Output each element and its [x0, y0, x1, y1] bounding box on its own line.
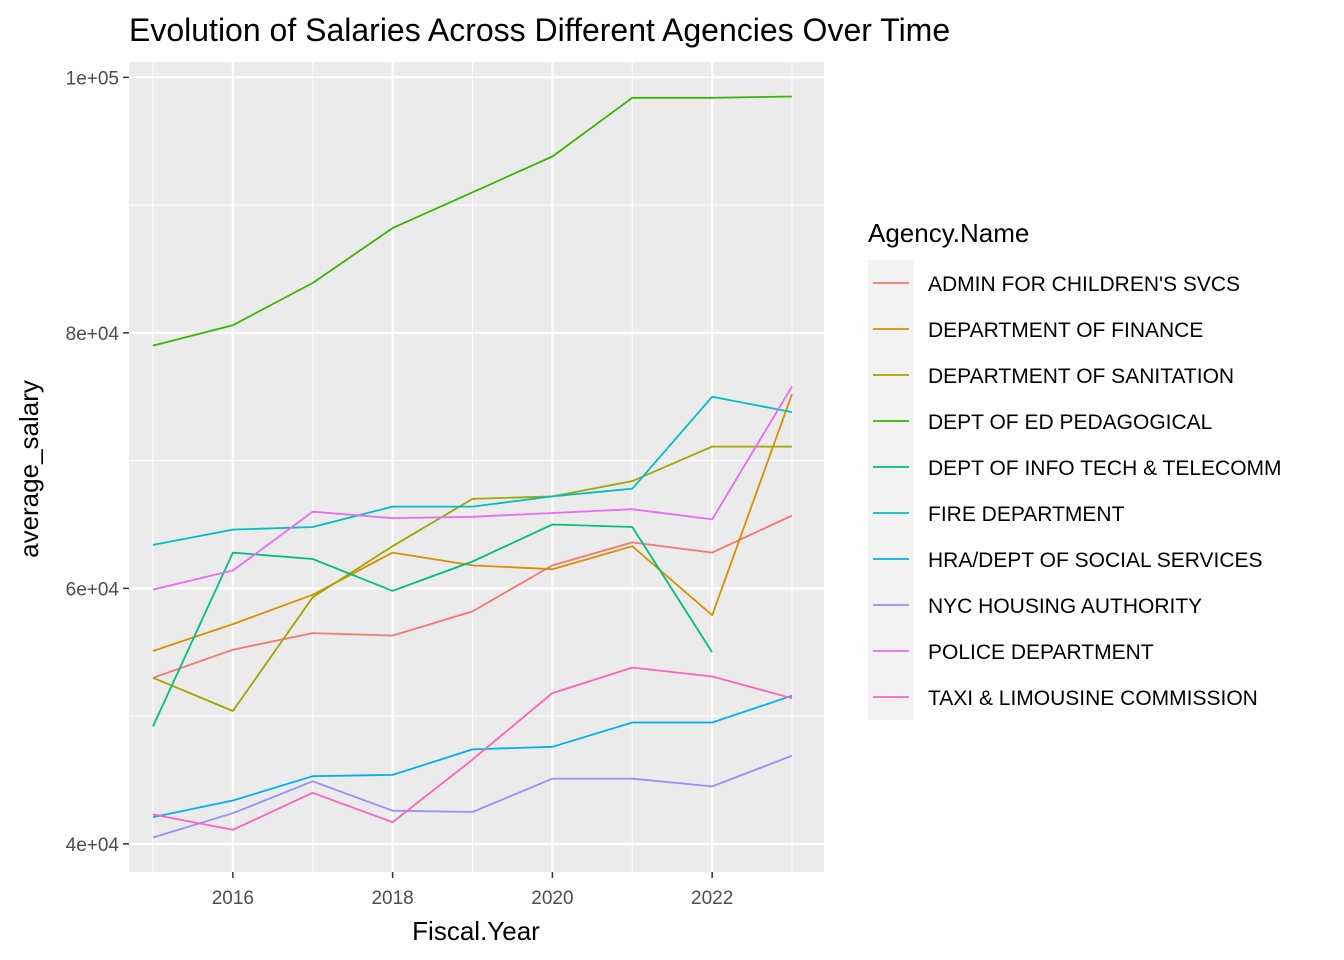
- legend-items: ADMIN FOR CHILDREN'S SVCS DEPARTMENT OF F…: [873, 273, 1282, 710]
- legend-keys-background: [868, 260, 914, 720]
- grid-minor: [129, 62, 824, 872]
- series-line-fire-department: [152, 395, 793, 546]
- x-axis: 2016 2018 2020 2022: [212, 872, 733, 909]
- x-tick-label: 2018: [371, 888, 413, 909]
- series-lines: [152, 95, 793, 839]
- plot-background: [129, 62, 824, 872]
- y-tick-label: 4e+04: [66, 835, 120, 856]
- legend-title: Agency.Name: [868, 218, 1029, 248]
- legend-label-admin-for-children-s-svcs: ADMIN FOR CHILDREN'S SVCS: [928, 273, 1240, 296]
- legend-label-nyc-housing-authority: NYC HOUSING AUTHORITY: [928, 595, 1202, 618]
- legend: Agency.Name ADMIN FOR CHILDREN'S SVCS DEP…: [868, 218, 1282, 720]
- series-line-department-of-finance: [152, 393, 793, 652]
- legend-label-police-department: POLICE DEPARTMENT: [928, 641, 1154, 664]
- legend-label-dept-of-ed-pedagogical: DEPT OF ED PEDAGOGICAL: [928, 411, 1212, 434]
- legend-label-dept-of-info-tech-telecomm: DEPT OF INFO TECH & TELECOMM: [928, 457, 1282, 480]
- legend-label-fire-department: FIRE DEPARTMENT: [928, 503, 1125, 526]
- series-line-admin-for-children-s-svcs: [152, 514, 793, 679]
- legend-label-department-of-finance: DEPARTMENT OF FINANCE: [928, 319, 1203, 342]
- grid-major: [129, 62, 824, 872]
- series-line-hra-dept-of-social-services: [152, 694, 793, 818]
- x-tick-label: 2016: [212, 888, 254, 909]
- legend-label-department-of-sanitation: DEPARTMENT OF SANITATION: [928, 365, 1234, 388]
- series-line-department-of-sanitation: [152, 445, 792, 712]
- y-tick-label: 8e+04: [66, 324, 120, 345]
- legend-label-hra-dept-of-social-services: HRA/DEPT OF SOCIAL SERVICES: [928, 549, 1263, 572]
- x-axis-title: Fiscal.Year: [412, 916, 540, 946]
- plot-panel: [129, 62, 824, 872]
- y-tick-label: 1e+05: [66, 68, 119, 89]
- series-line-dept-of-ed-pedagogical: [152, 95, 793, 347]
- x-tick-label: 2022: [691, 888, 733, 909]
- legend-label-taxi-limousine-commission: TAXI & LIMOUSINE COMMISSION: [928, 687, 1258, 710]
- series-line-taxi-limousine-commission: [152, 666, 793, 831]
- series-line-nyc-housing-authority: [152, 754, 793, 839]
- x-tick-label: 2020: [531, 888, 573, 909]
- y-axis: 4e+04 6e+04 8e+04 1e+05: [66, 68, 129, 856]
- series-line-police-department: [152, 386, 793, 591]
- y-axis-title: average_salary: [14, 380, 44, 558]
- series-line-dept-of-info-tech-telecomm: [152, 523, 713, 727]
- y-tick-label: 6e+04: [66, 579, 120, 600]
- chart-title: Evolution of Salaries Across Different A…: [129, 12, 950, 48]
